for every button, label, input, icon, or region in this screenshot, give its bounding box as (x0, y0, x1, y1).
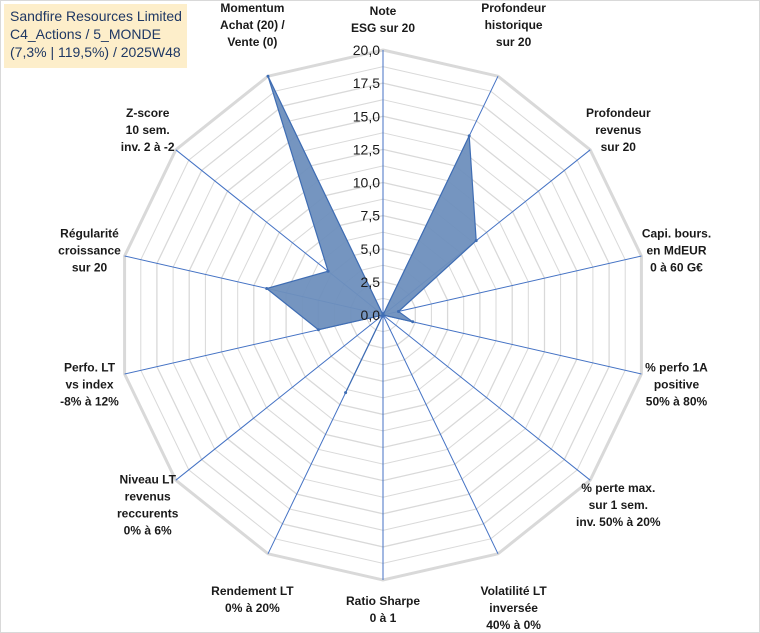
radar-spoke (382, 255, 642, 316)
data-point (397, 310, 400, 313)
title-line-company: Sandfire Resources Limited (10, 8, 182, 24)
axis-label: Profondeur revenus sur 20 (586, 106, 651, 154)
radial-tick-labels: 0,0 2,5 5,0 7,5 10,0 12,5 15,0 17,5 20,0 (353, 42, 380, 323)
tick-label: 10,0 (353, 175, 380, 191)
title-line-stats: (7,3% | 119,5%) / 2025W48 (10, 44, 181, 60)
data-point (474, 239, 478, 243)
tick-label: 20,0 (353, 42, 380, 58)
axis-label: Régularité croissance sur 20 (58, 227, 121, 275)
radar-spoke (382, 314, 642, 375)
data-point (381, 313, 385, 317)
data-point (326, 269, 330, 273)
axis-label: % perfo 1A positive 50% à 80% (645, 361, 708, 409)
tick-label: 5,0 (361, 241, 381, 257)
data-point (265, 287, 269, 290)
radar-spoke (382, 314, 591, 481)
data-point (266, 74, 270, 78)
axis-label: Rendement LT 0% à 20% (211, 584, 294, 615)
tick-label: 15,0 (353, 108, 380, 124)
radar-spoke (175, 314, 384, 481)
axis-labels: Note ESG sur 20 Profondeur historique sur 20… (58, 1, 711, 632)
radar-spoke (382, 314, 499, 555)
tick-label: 2,5 (361, 274, 381, 290)
axis-label: Ratio Sharpe 0 à 1 (346, 594, 420, 625)
title-line-category: C4_Actions / 5_MONDE (10, 26, 161, 42)
tick-label: 12,5 (353, 141, 380, 157)
axis-label: Perfo. LT vs index -8% à 12% (60, 361, 119, 409)
axis-label: Profondeur historique sur 20 (481, 1, 546, 49)
axis-label: Capi. bours. en MdEUR 0 à 60 G€ (642, 227, 711, 275)
axis-label: Z-score 10 sem. inv. 2 à -2 (121, 106, 175, 154)
data-point (467, 134, 471, 138)
tick-label: 17,5 (353, 75, 380, 91)
tick-label: 7,5 (361, 208, 381, 224)
data-point (316, 328, 320, 332)
axis-label: Note ESG sur 20 (351, 4, 415, 35)
axis-label: Niveau LT revenus reccurents 0% à 6% (117, 473, 179, 538)
data-point (411, 320, 415, 324)
data-point (344, 391, 348, 395)
radar-series-layer (265, 74, 478, 395)
tick-label: 0,0 (361, 307, 381, 323)
axis-label: Volatilité LT inversée 40% à 0% (480, 584, 547, 632)
axis-label: % perte max. sur 1 sem. inv. 50% à 20% (576, 481, 661, 529)
chart-title-box: Sandfire Resources Limited C4_Actions / … (4, 4, 187, 68)
axis-label: Momentum Achat (20) / Vente (0) (220, 1, 285, 49)
